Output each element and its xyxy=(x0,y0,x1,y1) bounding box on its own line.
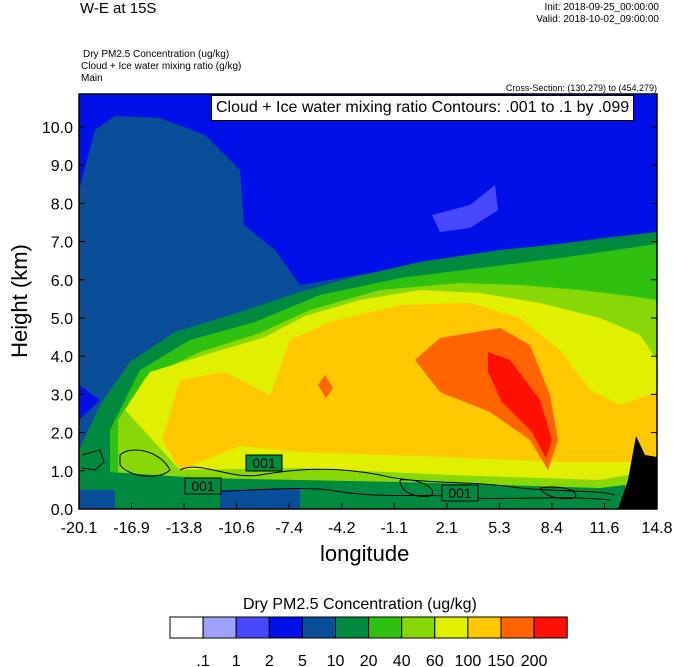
cloud-contour-line xyxy=(119,449,171,477)
colorbar-level-label: 2 xyxy=(265,653,274,667)
cloud-contour-line xyxy=(179,466,616,496)
field-line-3: Main xyxy=(81,73,103,84)
colorbar-level-label: 60 xyxy=(426,653,444,667)
colorbar-level-label: 5 xyxy=(298,653,307,667)
colorbar-level-label: 100 xyxy=(455,653,482,667)
x-tick-label: -13.8 xyxy=(166,520,203,537)
fill-low-blue xyxy=(79,490,115,509)
cloud-contour-line xyxy=(539,486,577,500)
colorbar-swatch xyxy=(169,616,204,639)
colorbar-level-label: 10 xyxy=(327,653,345,667)
colorbar-level-label: 200 xyxy=(521,653,548,667)
contour-label-box xyxy=(245,454,283,472)
field-line-1: Dry PM2.5 Concentration (ug/kg) xyxy=(83,49,230,60)
colorbar-level-label: .1 xyxy=(196,653,209,667)
colorbar-swatch xyxy=(268,616,303,639)
x-tick-label: 5.3 xyxy=(488,520,510,537)
x-tick-label: 8.4 xyxy=(541,520,563,537)
x-tick-label: 2.1 xyxy=(436,520,458,537)
init-time: Init: 2018-09-25_00:00:00 xyxy=(544,2,659,13)
contour-label: 001 xyxy=(252,455,276,471)
contour-label: 001 xyxy=(191,478,215,494)
fill-low-blue2 xyxy=(220,488,300,509)
cross-section-label: Cross-Section: (130,279) to (454,279) xyxy=(505,83,657,93)
x-tick-label: -1.1 xyxy=(380,520,408,537)
x-tick-label: 14.8 xyxy=(641,520,672,537)
x-tick-label: -7.4 xyxy=(275,520,303,537)
plot-frame xyxy=(78,93,658,510)
colorbar-level-label: 1 xyxy=(232,653,241,667)
colorbar-title: Dry PM2.5 Concentration (ug/kg) xyxy=(243,596,477,613)
colorbar-swatch xyxy=(467,616,502,639)
colorbar-swatch xyxy=(434,616,469,639)
colorbar-swatch xyxy=(235,616,270,639)
x-tick-label: 11.6 xyxy=(589,520,619,537)
colorbar-swatch xyxy=(335,616,370,639)
colorbar-level-label: 150 xyxy=(488,653,515,667)
field-line-2: Cloud + Ice water mixing ratio (g/kg) xyxy=(81,61,242,72)
y-tick-label: 2.0 xyxy=(51,426,73,443)
cloud-contour-line xyxy=(399,479,433,497)
fill-5-10-left xyxy=(79,385,100,420)
y-tick-label: 8.0 xyxy=(51,196,73,213)
axis-ticks: 0.01.02.03.04.05.06.07.08.09.010.0-20.1-… xyxy=(42,120,673,537)
colorbar-swatch xyxy=(533,616,568,639)
x-tick-label: -10.6 xyxy=(218,520,255,537)
colorbar-swatch xyxy=(500,616,535,639)
colorbar-swatch xyxy=(401,616,436,639)
colorbar-swatch xyxy=(202,616,237,639)
y-tick-label: 7.0 xyxy=(51,235,73,252)
colorbar-level-label: 20 xyxy=(360,653,378,667)
contour-annotation: Cloud + Ice water mixing ratio Contours:… xyxy=(211,95,635,121)
terrain xyxy=(618,436,657,509)
y-tick-label: 5.0 xyxy=(51,311,73,328)
cloud-contour-line xyxy=(184,488,611,501)
y-tick-label: 9.0 xyxy=(51,158,73,175)
y-tick-label: 3.0 xyxy=(51,387,73,404)
y-tick-label: 1.0 xyxy=(51,464,73,481)
colorbar-level-label: 40 xyxy=(393,653,411,667)
fill-max xyxy=(488,352,552,458)
y-tick-label: 4.0 xyxy=(51,349,73,366)
cloud-contour-line xyxy=(81,449,105,471)
valid-time: Valid: 2018-10-02_09:00:00 xyxy=(536,14,659,25)
cloud-contours: 001 001 001 xyxy=(81,449,616,502)
x-axis-label: longitude xyxy=(320,541,410,566)
fill-2-5 xyxy=(432,185,498,232)
y-axis-label: Height (km) xyxy=(7,244,32,358)
filled-contours xyxy=(79,94,657,509)
colorbar-swatch xyxy=(368,616,403,639)
colorbar-swatch xyxy=(301,616,336,639)
contour-label: 001 xyxy=(448,485,472,501)
contour-label-box xyxy=(441,484,479,502)
colorbar: .1 1 2 5 10 20 40 60 100 150 200 xyxy=(169,616,568,667)
y-tick-label: 10.0 xyxy=(42,120,73,137)
y-tick-label: 0.0 xyxy=(51,502,73,519)
contour-label-box xyxy=(184,477,222,495)
x-tick-label: -4.2 xyxy=(328,520,356,537)
x-tick-label: -20.1 xyxy=(61,520,98,537)
plot-title: W-E at 15S xyxy=(80,0,157,17)
y-tick-label: 6.0 xyxy=(51,273,73,290)
fill-200-plus xyxy=(415,328,558,470)
fill-200-blob xyxy=(318,375,333,398)
x-tick-label: -16.9 xyxy=(113,520,150,537)
